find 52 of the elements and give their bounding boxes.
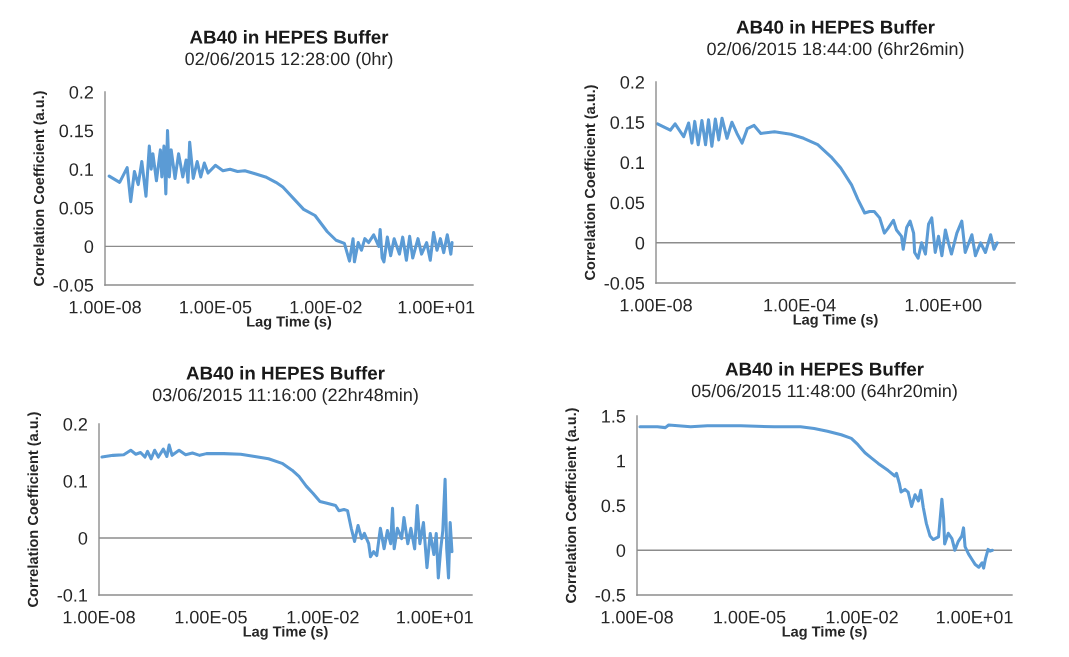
y-axis-title: Correlation Coefficient (a.u.)	[27, 412, 41, 607]
x-tick-label: 1.00E-02	[826, 610, 898, 624]
x-tick-label: 1.00E-05	[180, 300, 252, 314]
y-tick-label: 0.5	[601, 499, 626, 513]
y-tick-label: 0	[78, 531, 88, 545]
x-axis-title: Lag Time (s)	[793, 314, 878, 328]
y-tick-label: 0.1	[69, 163, 94, 176]
y-axis-title: Correlation Coefficient (a.u.)	[565, 408, 579, 603]
chart-title: AB40 in HEPES Buffer	[186, 366, 385, 380]
x-tick-label: 1.00E+00	[905, 298, 982, 312]
chart-subtitle: 02/06/2015 18:44:00 (6hr26min)	[707, 42, 964, 59]
y-tick-label: -0.1	[57, 588, 88, 602]
y-axis-title: Correlation Coefficient (a.u.)	[584, 85, 598, 280]
x-tick-label: 1.00E-02	[287, 610, 359, 624]
x-tick-label: 1.00E-05	[175, 610, 247, 624]
chart-subtitle: 05/06/2015 11:48:00 (64hr20min)	[691, 384, 957, 401]
x-axis-title: Lag Time (s)	[247, 316, 332, 330]
chart-subtitle: 03/06/2015 11:16:00 (22hr48min)	[152, 388, 418, 405]
y-axis-title: Correlation Coefficient (a.u.)	[33, 91, 47, 286]
y-tick-label: 0.1	[63, 474, 88, 488]
chart-title: AB40 in HEPES Buffer	[725, 362, 924, 376]
y-tick-label: 0.2	[69, 85, 93, 99]
y-tick-label: -0.05	[604, 276, 645, 290]
x-tick-label: 1.00E-05	[714, 610, 786, 624]
x-axis-title: Lag Time (s)	[782, 626, 867, 640]
chart-title: AB40 in HEPES Buffer	[189, 30, 389, 44]
y-tick-label: -0.05	[53, 278, 94, 292]
chart-subtitle: 02/06/2015 12:28:00 (0hr)	[185, 52, 393, 69]
y-tick-label: 1.5	[602, 410, 626, 423]
x-tick-label: 1.00E+01	[397, 610, 473, 624]
y-tick-label: 0.1	[620, 156, 645, 170]
x-tick-label: 1.00E-08	[69, 300, 141, 314]
x-tick-label: 1.00E-04	[764, 298, 836, 312]
x-tick-label: 1.00E-08	[601, 610, 673, 624]
y-tick-label: 0.15	[59, 124, 94, 138]
y-tick-label: 0	[616, 544, 626, 557]
x-tick-label: 1.00E-08	[63, 610, 135, 624]
chart-title: AB40 in HEPES Buffer	[736, 20, 935, 34]
y-tick-label: -0.5	[595, 588, 626, 602]
y-tick-label: 0.05	[59, 201, 94, 215]
y-tick-label: 0.05	[610, 196, 645, 210]
x-tick-label: 1.00E-08	[620, 298, 692, 312]
y-tick-label: 0.2	[63, 417, 87, 431]
x-tick-label: 1.00E-02	[290, 300, 362, 314]
y-tick-label: 0.15	[610, 116, 645, 129]
y-tick-label: 1	[617, 454, 626, 468]
y-tick-label: 0	[635, 236, 645, 250]
x-tick-label: 1.00E+01	[398, 300, 475, 314]
x-tick-label: 1.00E+01	[936, 610, 1013, 624]
x-axis-title: Lag Time (s)	[243, 626, 328, 640]
y-tick-label: 0.2	[620, 75, 644, 89]
y-tick-label: 0	[84, 240, 94, 254]
